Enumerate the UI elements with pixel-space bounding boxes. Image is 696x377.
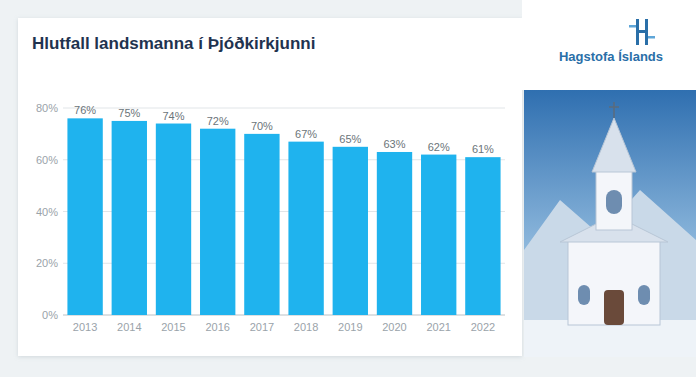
data-label: 65%: [339, 133, 361, 145]
data-label: 67%: [295, 128, 317, 140]
bar: [156, 124, 191, 315]
photo-snow: [524, 320, 696, 357]
church-tower: [596, 170, 632, 230]
bar: [333, 147, 368, 315]
logo-icon: [648, 36, 655, 39]
bar: [465, 157, 500, 315]
y-tick-label: 80%: [36, 102, 58, 114]
x-tick-label: 2017: [250, 321, 274, 333]
x-tick-label: 2013: [73, 321, 97, 333]
x-tick-label: 2019: [338, 321, 362, 333]
church-window: [638, 285, 650, 305]
chart-root: Hlutfall landsmanna í Þjóðkirkjunni Hagst…: [0, 0, 696, 377]
bar: [200, 129, 235, 315]
church-window: [578, 285, 590, 305]
data-label: 74%: [162, 110, 184, 122]
y-tick-label: 40%: [36, 206, 58, 218]
logo: Hagstofa Íslands: [559, 19, 663, 64]
data-label: 76%: [74, 104, 96, 116]
data-label: 63%: [383, 138, 405, 150]
logo-icon: [639, 30, 645, 33]
bar: [244, 134, 279, 315]
bars: [67, 118, 500, 315]
church-body: [568, 240, 660, 325]
data-label: 70%: [251, 120, 273, 132]
church-picture: [524, 90, 696, 357]
logo-icon: [629, 25, 636, 28]
background: [0, 0, 696, 377]
church-window: [606, 190, 622, 214]
church-door: [604, 290, 624, 325]
bar: [288, 142, 323, 315]
data-label: 75%: [118, 107, 140, 119]
x-tick-label: 2018: [294, 321, 318, 333]
bar: [112, 121, 147, 315]
logo-panel: [522, 0, 696, 90]
x-tick-label: 2021: [426, 321, 450, 333]
chart-title: Hlutfall landsmanna í Þjóðkirkjunni: [32, 34, 315, 53]
bar: [377, 152, 412, 315]
church-cross: [613, 102, 615, 118]
x-tick-label: 2014: [117, 321, 141, 333]
x-tick-label: 2022: [471, 321, 495, 333]
x-tick-label: 2015: [161, 321, 185, 333]
bar: [421, 155, 456, 315]
bar: [67, 118, 102, 315]
data-label: 61%: [472, 143, 494, 155]
chart-card: [18, 18, 522, 356]
y-tick-label: 20%: [36, 257, 58, 269]
x-axis: 2013 2014 2015 2016 2017 2018 2019 2020 2021 2022: [73, 321, 495, 333]
data-labels: 76% 75% 74% 72% 70% 67% 65% 63% 62% 61%: [74, 104, 494, 155]
y-tick-label: 60%: [36, 154, 58, 166]
data-label: 62%: [428, 141, 450, 153]
logo-icon: [636, 19, 639, 45]
x-tick-label: 2016: [205, 321, 229, 333]
data-label: 72%: [207, 115, 229, 127]
church-spire: [592, 118, 636, 172]
photo-sky: [524, 90, 696, 357]
logo-text: Hagstofa Íslands: [559, 49, 663, 64]
chart-svg: Hlutfall landsmanna í Þjóðkirkjunni Hagst…: [0, 0, 696, 377]
logo-icon: [645, 19, 648, 45]
y-tick-label: 0%: [42, 309, 58, 321]
x-tick-label: 2020: [382, 321, 406, 333]
church-cross: [609, 106, 619, 108]
y-axis: 0% 20% 40% 60% 80%: [36, 102, 505, 321]
